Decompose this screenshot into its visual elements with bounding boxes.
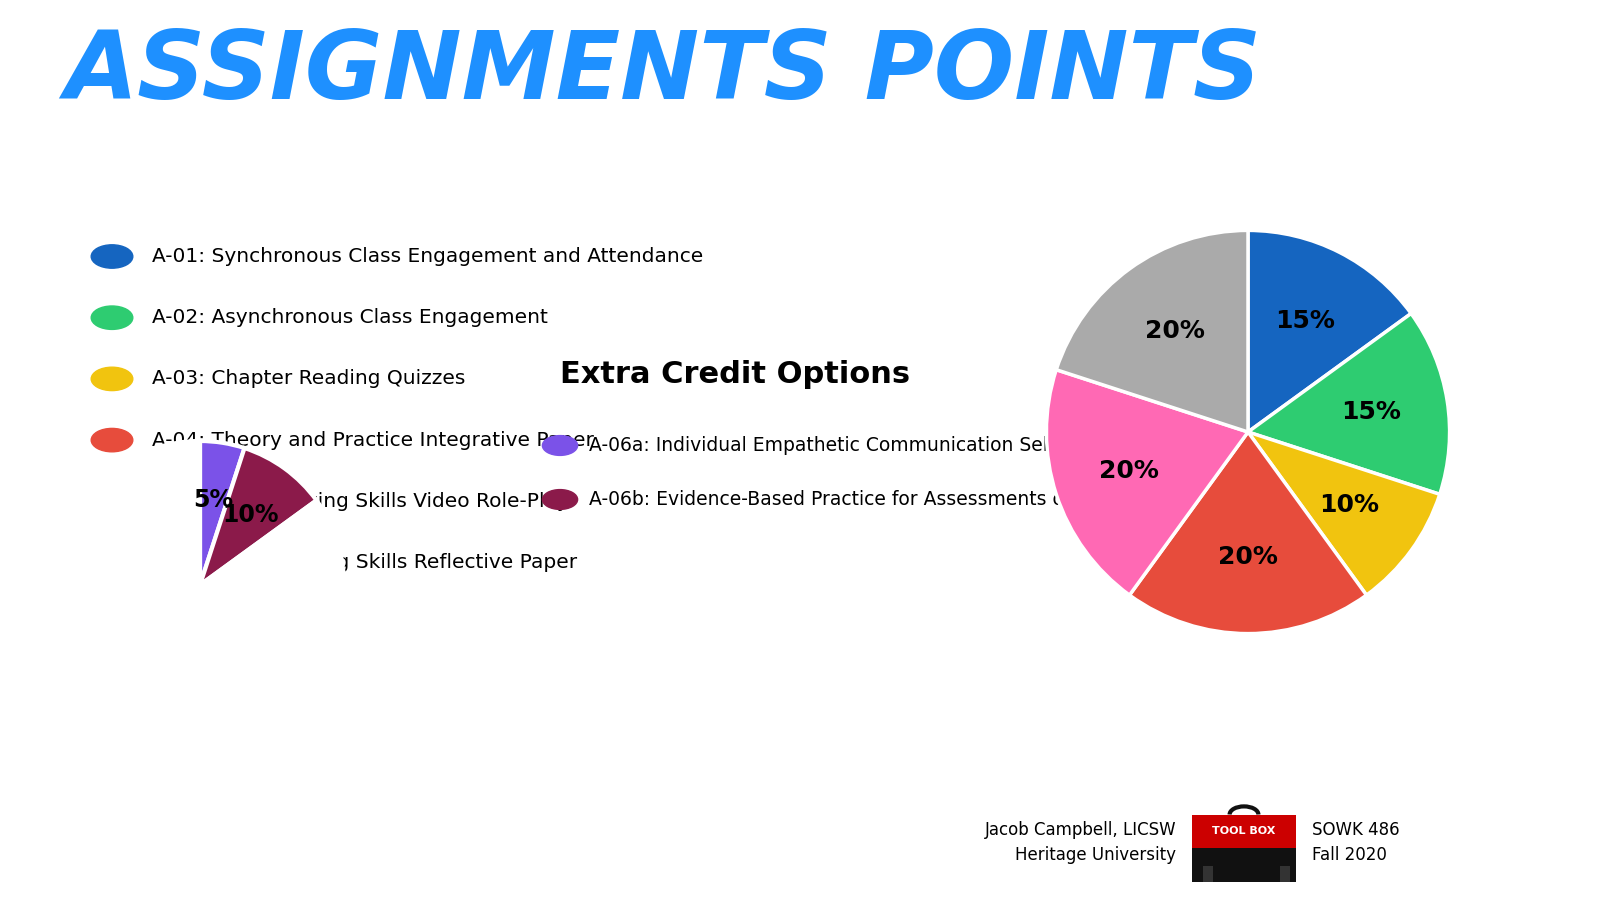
Text: 10%: 10% bbox=[222, 503, 278, 527]
Text: A-05b: Interviewing Skills Reflective Paper: A-05b: Interviewing Skills Reflective Pa… bbox=[152, 553, 578, 572]
Text: 10%: 10% bbox=[1318, 493, 1379, 518]
Circle shape bbox=[542, 490, 578, 509]
Text: 20%: 20% bbox=[1099, 459, 1158, 482]
Wedge shape bbox=[1130, 432, 1366, 634]
Text: A-06a: Individual Empathetic Communication Self-Evaluation Reflective Paper: A-06a: Individual Empathetic Communicati… bbox=[589, 436, 1317, 455]
Wedge shape bbox=[1248, 230, 1411, 432]
Text: A-02: Asynchronous Class Engagement: A-02: Asynchronous Class Engagement bbox=[152, 308, 547, 328]
Bar bbox=[1192, 814, 1296, 848]
Circle shape bbox=[542, 436, 578, 455]
Text: Jacob Campbell, LICSW
Heritage University: Jacob Campbell, LICSW Heritage Universit… bbox=[984, 821, 1176, 864]
Text: SOWK 486
Fall 2020: SOWK 486 Fall 2020 bbox=[1312, 821, 1400, 864]
Bar bbox=[1192, 814, 1296, 882]
Circle shape bbox=[91, 245, 133, 268]
Wedge shape bbox=[200, 448, 317, 585]
Text: 15%: 15% bbox=[1275, 309, 1334, 333]
Circle shape bbox=[91, 306, 133, 329]
Bar bbox=[1280, 866, 1290, 882]
Text: 5%: 5% bbox=[194, 488, 234, 512]
Wedge shape bbox=[1056, 230, 1248, 432]
Text: A-04: Theory and Practice Integrative Paper: A-04: Theory and Practice Integrative Pa… bbox=[152, 430, 594, 450]
Circle shape bbox=[91, 551, 133, 574]
Text: ASSIGNMENTS POINTS: ASSIGNMENTS POINTS bbox=[64, 27, 1261, 119]
Bar bbox=[1203, 866, 1213, 882]
Text: Extra Credit Options: Extra Credit Options bbox=[560, 360, 910, 389]
Wedge shape bbox=[1248, 313, 1450, 494]
Text: TOOL BOX: TOOL BOX bbox=[1213, 826, 1275, 836]
Text: 20%: 20% bbox=[1144, 319, 1205, 343]
Wedge shape bbox=[1248, 432, 1440, 595]
Text: A-01: Synchronous Class Engagement and Attendance: A-01: Synchronous Class Engagement and A… bbox=[152, 247, 704, 266]
Wedge shape bbox=[1046, 370, 1248, 595]
Text: 20%: 20% bbox=[1218, 545, 1278, 569]
Circle shape bbox=[91, 367, 133, 391]
Text: A-05a: Interviewing Skills Video Role-Play: A-05a: Interviewing Skills Video Role-Pl… bbox=[152, 491, 568, 511]
Wedge shape bbox=[200, 441, 245, 585]
Text: 15%: 15% bbox=[1341, 400, 1402, 425]
Circle shape bbox=[91, 490, 133, 513]
Circle shape bbox=[91, 428, 133, 452]
Text: A-03: Chapter Reading Quizzes: A-03: Chapter Reading Quizzes bbox=[152, 369, 466, 389]
Wedge shape bbox=[56, 441, 344, 729]
Text: A-06b: Evidence-Based Practice for Assessments or Generalist Practice: A-06b: Evidence-Based Practice for Asses… bbox=[589, 490, 1254, 509]
